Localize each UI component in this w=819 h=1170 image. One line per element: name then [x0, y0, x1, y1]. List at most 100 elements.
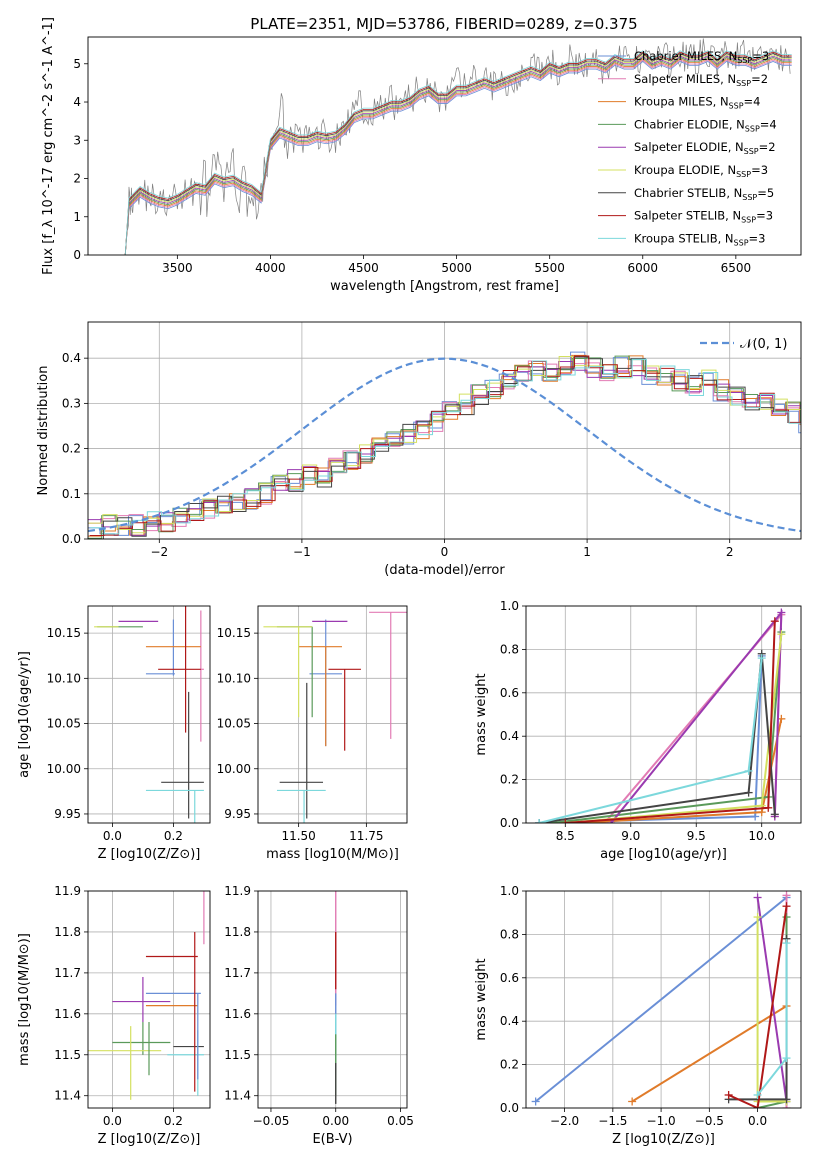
x-tick-label: 1: [583, 545, 591, 559]
figure-title: PLATE=2351, MJD=53786, FIBERID=0289, z=0…: [250, 15, 637, 33]
weight-marker: [782, 891, 791, 900]
axes-frame: [87, 36, 802, 256]
y-tick-label: 10.10: [47, 671, 81, 685]
y-tick-label: 3: [73, 133, 81, 147]
legend-entry: Kroupa ELODIE, NSSP=3: [634, 163, 768, 179]
y-tick-label: 11.6: [54, 1007, 81, 1021]
plot-area: [531, 891, 791, 1108]
plot-area: [88, 891, 205, 1100]
y-tick-label: 10.05: [217, 717, 251, 731]
x-tick-label: 0.2: [164, 1114, 183, 1128]
weight-marker: [744, 788, 753, 797]
weight-marker: [535, 819, 544, 823]
y-tick-label: 0: [73, 248, 81, 262]
y-tick-label: 1.0: [500, 599, 519, 613]
hist-step-8: [90, 358, 801, 535]
y-tick-label: 11.9: [224, 884, 251, 898]
y-tick-label: 0.2: [500, 773, 519, 787]
weight-line-2: [631, 1005, 788, 1103]
y-tick-label: 11.5: [224, 1048, 251, 1062]
x-tick-label: −2.0: [550, 1114, 579, 1128]
weight-marker: [744, 766, 753, 775]
error-bar: [276, 789, 326, 823]
weight-marker: [764, 803, 773, 812]
y-tick-label: 0.4: [62, 351, 81, 365]
axes-frame: [257, 890, 408, 1109]
legend-entry: Chabrier MILES, NSSP=3: [634, 49, 769, 65]
weight-marker: [751, 812, 760, 821]
error-bar: [145, 619, 175, 676]
y-axis-label: Normed distribution: [36, 366, 51, 496]
error-bar: [161, 691, 204, 819]
x-axis-label: Z [log10(Z/Z⊙)]: [612, 1132, 715, 1147]
y-tick-label: 0.8: [500, 927, 519, 941]
y-tick-label: 10.10: [217, 671, 251, 685]
hist-step-2: [88, 354, 801, 537]
x-tick-label: −1.0: [647, 1114, 676, 1128]
model-line-6: [124, 52, 792, 255]
x-tick-label: 10.0: [748, 829, 775, 843]
panel-6: −0.05 0.00 0.05 11.4 11.5 11.6 11.7 11.8 11.9 E(B…: [224, 884, 414, 1147]
x-tick-label: −1.5: [598, 1114, 627, 1128]
panel-3: 11.50 11.75 9.95 10.00 10.05 10.10 10.15 mass […: [217, 605, 408, 862]
error-bar: [145, 789, 204, 823]
panel-1: −2 −1 0 1 2 0.0 0.1 0.2 0.3 0.4 (data-model)/error…: [36, 321, 802, 578]
model-line-2: [124, 58, 792, 255]
model-line-5: [124, 54, 792, 255]
x-axis-label: wavelength [Angstrom, rest frame]: [330, 279, 559, 294]
y-tick-label: 4: [73, 95, 81, 109]
x-tick-label: 3500: [162, 261, 193, 275]
x-tick-label: 9.0: [621, 829, 640, 843]
x-tick-label: 0.0: [103, 829, 122, 843]
y-tick-label: 0.4: [500, 729, 519, 743]
weight-line-8: [538, 657, 763, 823]
model-line-0: [124, 60, 792, 255]
plot-area: [124, 38, 792, 255]
x-tick-label: −2: [150, 545, 168, 559]
weight-line-0: [535, 896, 788, 1103]
error-bar: [88, 1026, 162, 1100]
error-bar: [369, 611, 407, 739]
y-tick-label: 11.6: [224, 1007, 251, 1021]
weight-marker: [777, 608, 786, 617]
y-tick-label: 9.95: [54, 807, 81, 821]
x-tick-label: 6000: [627, 261, 658, 275]
y-tick-label: 1.0: [500, 884, 519, 898]
x-tick-label: 0: [441, 545, 449, 559]
y-tick-label: 0.2: [62, 442, 81, 456]
y-tick-label: 1: [73, 210, 81, 224]
y-tick-label: 0.1: [62, 487, 81, 501]
y-tick-label: 11.7: [54, 966, 81, 980]
x-tick-label: −1: [293, 545, 311, 559]
model-line-3: [124, 56, 792, 255]
x-axis-label: (data-model)/error: [384, 563, 505, 578]
y-tick-label: 10.15: [217, 626, 251, 640]
plot-area: [94, 606, 204, 823]
legend-entry: Salpeter MILES, NSSP=2: [634, 72, 768, 88]
weight-marker: [531, 1097, 540, 1106]
x-axis-label: mass [log10(M/M⊙)]: [266, 847, 399, 862]
y-tick-label: 0.2: [500, 1058, 519, 1072]
weight-marker: [782, 1054, 791, 1063]
y-tick-label: 0.0: [62, 532, 81, 546]
y-tick-label: 10.00: [217, 762, 251, 776]
panel-7: −2.0 −1.5 −1.0 −0.5 0.0 0.0 0.2 0.4 0.6 0.8 1.0 Z […: [474, 884, 802, 1147]
hist-step-7: [89, 355, 801, 537]
weight-marker: [628, 1097, 637, 1106]
x-tick-label: 0.05: [387, 1114, 414, 1128]
weight-marker: [770, 617, 779, 626]
y-axis-label: age [log10(age/yr)]: [17, 651, 32, 778]
error-bar: [158, 606, 201, 733]
weight-marker: [777, 630, 786, 639]
axes-frame: [87, 321, 802, 540]
legend-entry: Chabrier STELIB, NSSP=5: [634, 186, 774, 202]
legend-entry: 𝒩(0, 1): [740, 337, 787, 352]
legend-entry: Salpeter ELODIE, NSSP=2: [634, 140, 776, 156]
legend-entry: Salpeter STELIB, NSSP=3: [634, 209, 773, 225]
model-line-7: [124, 51, 792, 255]
panel-0: 3500 4000 4500 5000 5500 6000 6500 0 1 2 3 4 5 wavele…: [41, 17, 802, 294]
error-bar: [279, 682, 324, 819]
y-tick-label: 0.0: [500, 816, 519, 830]
weight-marker: [753, 893, 762, 902]
